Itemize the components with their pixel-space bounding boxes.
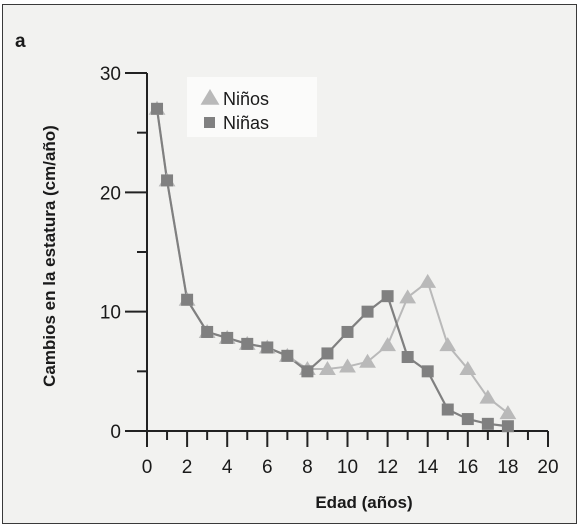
x-tick-label-4: 4 xyxy=(222,457,233,478)
x-tick-label-0: 0 xyxy=(142,457,153,478)
marker-ninas-18 xyxy=(501,420,514,433)
marker-ninas-1 xyxy=(161,174,174,187)
growth-chart: a 0 10 20 30 0 2 4 6 8 10 12 14 16 18 20 Niños Niñas E… xyxy=(15,31,559,512)
marker-ninas-17 xyxy=(481,417,494,430)
y-tick-label-20: 20 xyxy=(100,183,121,204)
marker-ninos-9 xyxy=(319,360,336,375)
marker-ninos-12 xyxy=(379,337,396,352)
marker-ninos-11 xyxy=(359,353,376,368)
series-line-1 xyxy=(155,108,509,428)
x-tick-label-18: 18 xyxy=(497,457,518,478)
panel-label: a xyxy=(15,31,26,52)
series-markers xyxy=(148,100,517,433)
legend-marker-ninas xyxy=(204,117,215,128)
marker-ninas-4 xyxy=(221,331,234,344)
x-axis-title: Edad (años) xyxy=(315,493,412,512)
x-tick-label-2: 2 xyxy=(182,457,193,478)
marker-ninos-18 xyxy=(499,405,517,420)
x-tick-label-20: 20 xyxy=(537,457,558,478)
marker-ninas-16 xyxy=(461,413,474,426)
x-tick-label-16: 16 xyxy=(457,457,478,478)
marker-ninas-0.5 xyxy=(151,102,164,115)
marker-ninos-15 xyxy=(439,337,457,352)
marker-ninas-10 xyxy=(341,325,354,338)
marker-ninas-13 xyxy=(401,351,414,364)
legend-label-ninos: Niños xyxy=(223,89,269,109)
marker-ninas-12 xyxy=(381,290,394,303)
marker-ninas-9 xyxy=(321,347,334,360)
x-tick-label-8: 8 xyxy=(302,457,313,478)
marker-ninas-6 xyxy=(261,341,274,354)
marker-ninas-3 xyxy=(201,325,214,338)
x-tick-label-6: 6 xyxy=(262,457,273,478)
legend-label-ninas: Niñas xyxy=(223,113,269,133)
marker-ninas-11 xyxy=(361,305,374,318)
legend-marker-ninos xyxy=(200,89,220,105)
y-tick-label-0: 0 xyxy=(110,422,121,443)
y-axis-title: Cambios en la estatura (cm/año) xyxy=(40,125,59,387)
y-tick-label-30: 30 xyxy=(100,64,121,85)
marker-ninos-17 xyxy=(479,389,497,404)
marker-ninas-2 xyxy=(181,293,194,306)
x-tick-label-14: 14 xyxy=(417,457,439,478)
series-lines xyxy=(155,108,509,428)
marker-ninas-8 xyxy=(301,365,314,378)
marker-ninos-14 xyxy=(419,273,437,288)
x-tick-label-12: 12 xyxy=(377,457,398,478)
marker-ninos-10 xyxy=(339,358,356,373)
legend: Niños Niñas xyxy=(187,77,317,137)
figure-panel: a 0 10 20 30 0 2 4 6 8 10 12 14 16 18 20 Niños Niñas E… xyxy=(2,4,577,524)
marker-ninos-16 xyxy=(459,360,477,375)
axes: 0 10 20 30 0 2 4 6 8 10 12 14 16 18 20 xyxy=(100,64,559,478)
marker-ninos-13 xyxy=(399,289,417,304)
x-tick-label-10: 10 xyxy=(337,457,358,478)
marker-ninas-7 xyxy=(281,349,294,362)
series-line-0 xyxy=(156,108,509,414)
marker-ninas-15 xyxy=(441,403,454,416)
y-tick-label-10: 10 xyxy=(100,303,121,324)
marker-ninas-5 xyxy=(241,337,254,350)
marker-ninas-14 xyxy=(421,365,434,378)
